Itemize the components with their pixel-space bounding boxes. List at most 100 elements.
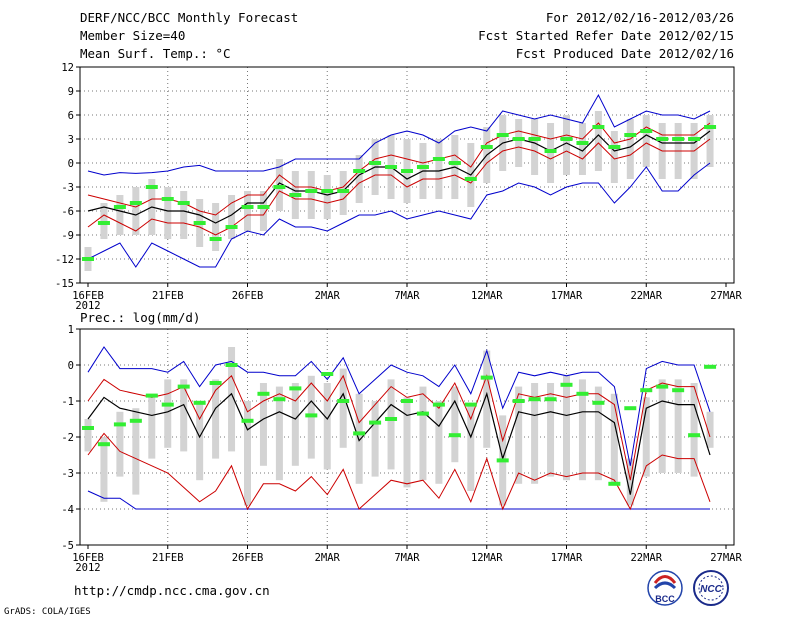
temp-ytick-label-9: -15: [55, 278, 74, 290]
prec-control-marker-13: [289, 386, 302, 391]
ncc-logo-inner-ring: [698, 575, 724, 601]
prec-control-marker-3: [129, 418, 142, 423]
temp-box-27: [515, 119, 523, 167]
temp-box-3: [132, 187, 140, 235]
temp-control-marker-12: [273, 185, 286, 189]
prec-control-marker-10: [241, 418, 254, 423]
prec-ytick-label-4: -3: [61, 468, 74, 480]
temp-box-33: [610, 131, 618, 183]
prec-max-line: [87, 346, 711, 466]
prec-box-9: [228, 347, 236, 452]
prec-ytick-label-6: -5: [61, 540, 74, 552]
temp-mean-line: [87, 130, 711, 224]
temp-box-31: [578, 123, 586, 175]
temp-ytick-label-7: -9: [61, 230, 74, 242]
prec-box-20: [403, 397, 411, 488]
prec-mean-line: [87, 391, 711, 495]
temp-ytick-label-8: -12: [55, 254, 74, 266]
temp-box-32: [594, 111, 602, 171]
temp-xtick-label-1: 21FEB: [152, 290, 184, 302]
source-url-label: http://cmdp.ncc.cma.gov.cn: [74, 583, 270, 598]
prec-lower-line: [87, 432, 711, 511]
temp-box-30: [563, 115, 570, 175]
temp-control-marker-5: [161, 197, 174, 201]
prec-box-5: [164, 379, 172, 448]
prec-control-marker-32: [592, 400, 605, 405]
temp-control-marker-17: [353, 169, 366, 173]
prec-control-marker-27: [512, 399, 525, 403]
temp-xtick-label-0: 16FEB: [72, 290, 104, 302]
prec-box-17: [355, 393, 363, 484]
temp-control-marker-1: [97, 221, 110, 225]
prec-box-0: [84, 419, 92, 452]
prec-control-marker-22: [432, 402, 445, 407]
bcc-logo-text: BCC: [655, 594, 675, 604]
temp-control-marker-4: [145, 185, 158, 189]
prec-box-6: [180, 379, 188, 452]
prec-control-marker-0: [82, 426, 94, 430]
prec-control-marker-18: [369, 420, 382, 425]
prec-control-marker-9: [225, 363, 238, 367]
temp-control-marker-2: [113, 205, 126, 209]
member-size-label: Member Size=40: [80, 28, 185, 43]
prec-box-39: [706, 411, 714, 448]
temp-control-marker-11: [257, 205, 270, 209]
bcc-logo: BCC: [647, 570, 683, 606]
prec-box-33: [610, 393, 618, 484]
prec-ytick-label-0: 1: [68, 324, 74, 336]
prec-control-marker-29: [544, 397, 557, 402]
temp-box-17: [355, 155, 363, 203]
prec-box-2: [116, 411, 124, 477]
temp-upper-line: [87, 122, 711, 216]
temp-min-line: [87, 162, 711, 268]
prec-box-38: [690, 383, 698, 477]
prec-control-marker-28: [528, 397, 541, 402]
prec-box-21: [419, 386, 427, 481]
temp-control-marker-0: [82, 257, 94, 261]
prec-control-marker-1: [97, 442, 110, 447]
temp-control-marker-25: [480, 145, 493, 149]
prec-box-36: [658, 379, 666, 473]
prec-control-marker-24: [464, 402, 477, 407]
prec-box-13: [291, 383, 299, 466]
temp-ytick-label-0: 12: [61, 62, 74, 74]
prec-control-marker-31: [576, 391, 589, 396]
temp-control-marker-14: [305, 189, 318, 193]
prec-box-18: [371, 401, 379, 477]
temp-ytick-label-2: 6: [68, 110, 74, 122]
prec-min-line: [87, 490, 710, 510]
prec-control-marker-6: [177, 384, 190, 389]
prec-box-1: [100, 437, 108, 502]
prec-xtick-label-2: 26FEB: [232, 552, 264, 564]
prec-box-28: [531, 383, 539, 484]
prec-control-marker-21: [416, 411, 429, 416]
temp-control-marker-13: [289, 193, 302, 197]
prec-control-marker-12: [273, 397, 286, 402]
temp-ytick-label-4: 0: [68, 158, 74, 170]
temperature-variable-label: Mean Surf. Temp.: °C: [80, 46, 231, 61]
temp-ytick-label-1: 9: [68, 86, 74, 98]
prec-xtick-label-3: 2MAR: [315, 552, 341, 564]
prec-box-19: [387, 379, 395, 470]
temp-control-marker-10: [241, 205, 254, 209]
prec-control-marker-17: [353, 431, 366, 436]
prec-control-marker-8: [209, 381, 222, 385]
prec-box-4: [148, 397, 156, 459]
temp-box-10: [244, 191, 251, 231]
prec-box-30: [563, 375, 570, 481]
prec-xtick-label-5: 12MAR: [471, 552, 503, 564]
temp-box-14: [307, 171, 315, 219]
temp-box-6: [180, 191, 188, 239]
prec-ytick-label-2: -1: [61, 396, 74, 408]
prec-control-marker-4: [145, 393, 158, 398]
temp-control-marker-15: [321, 189, 334, 193]
prec-box-23: [451, 386, 459, 463]
temp-control-marker-18: [369, 161, 382, 165]
prec-xtick-label-7: 22MAR: [630, 552, 662, 564]
temp-control-marker-6: [177, 201, 190, 205]
prec-box-16: [339, 368, 347, 448]
prec-box-10: [244, 401, 251, 506]
prec-ytick-label-1: 0: [68, 360, 74, 372]
